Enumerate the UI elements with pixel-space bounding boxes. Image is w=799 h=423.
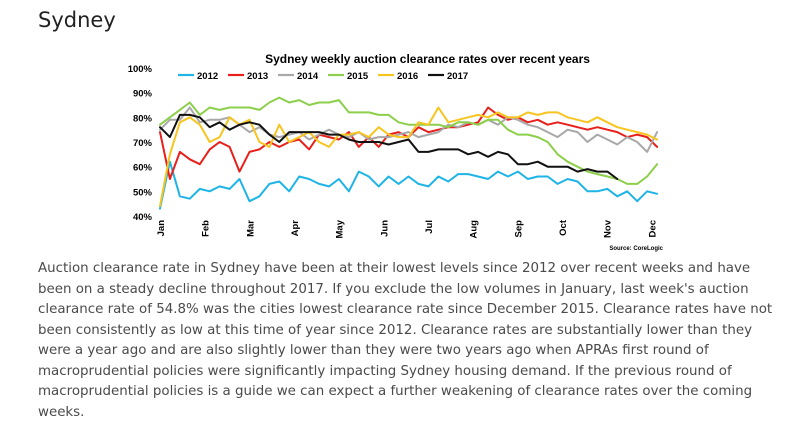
page-heading: Sydney <box>38 8 116 32</box>
chart-source: Source: CoreLogic <box>609 246 663 252</box>
x-tick-label: Aug <box>469 220 480 239</box>
x-tick-label: Dec <box>647 220 658 237</box>
legend-label-2012: 2012 <box>197 71 218 82</box>
article-paragraph: Auction clearance rate in Sydney have be… <box>38 261 773 420</box>
y-tick-label: 90% <box>133 89 153 100</box>
x-tick-label: Oct <box>558 219 569 236</box>
legend-label-2017: 2017 <box>447 71 468 82</box>
legend-label-2013: 2013 <box>247 71 268 82</box>
y-tick-label: 70% <box>133 138 153 149</box>
legend-label-2014: 2014 <box>297 71 319 82</box>
x-tick-label: Jun <box>379 220 390 237</box>
y-tick-label: 40% <box>133 212 153 223</box>
x-tick-label: Jan <box>156 220 167 237</box>
x-tick-label: May <box>335 219 346 238</box>
series-line-2014 <box>159 106 659 153</box>
x-tick-label: Sep <box>513 220 524 238</box>
x-tick-label: Apr <box>290 220 301 237</box>
legend-label-2015: 2015 <box>347 71 369 82</box>
series-line-2012 <box>159 160 659 210</box>
series-line-2017 <box>159 113 619 180</box>
y-tick-label: 80% <box>133 113 153 124</box>
y-tick-label: 50% <box>133 187 153 198</box>
y-tick-label: 60% <box>133 163 153 174</box>
clearance-rate-chart: Sydney weekly auction clearance rates ov… <box>120 44 687 256</box>
series-line-2015 <box>159 96 659 185</box>
y-tick-label: 100% <box>128 64 153 75</box>
x-tick-label: Mar <box>245 220 256 237</box>
x-tick-label: Nov <box>603 219 614 238</box>
x-tick-label: Jul <box>424 220 435 234</box>
legend-label-2016: 2016 <box>397 71 418 82</box>
chart-title: Sydney weekly auction clearance rates ov… <box>265 52 590 66</box>
x-tick-label: Feb <box>201 220 212 237</box>
